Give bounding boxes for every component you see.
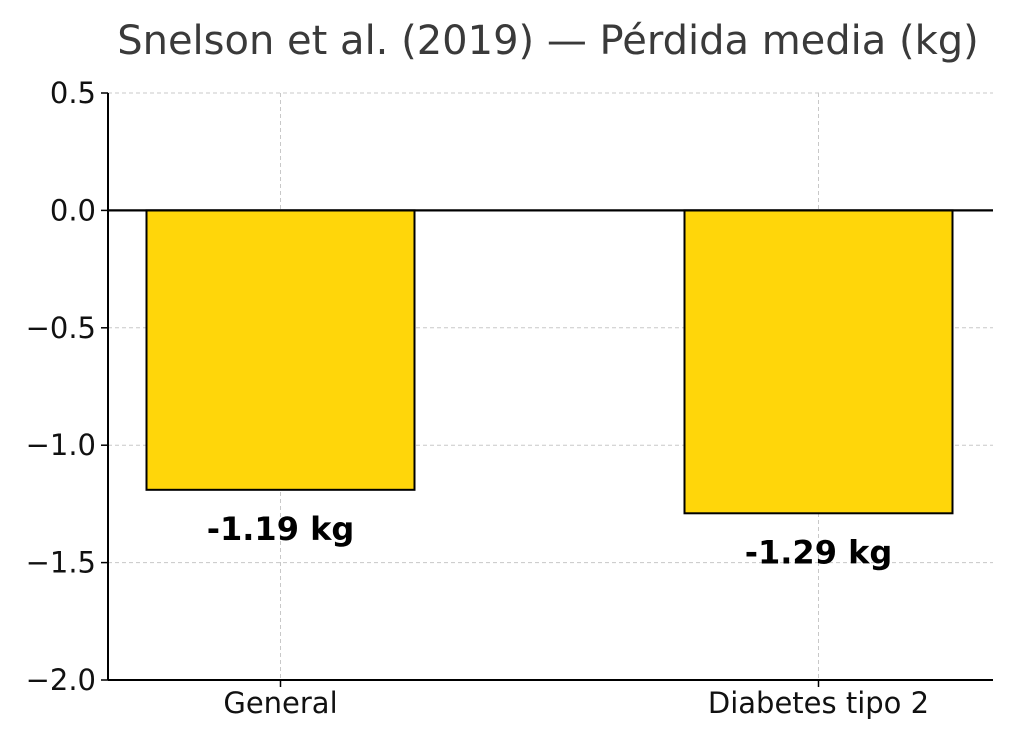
x-axis-ticks: General Diabetes tipo 2 — [223, 680, 929, 720]
y-tick-label: −0.5 — [26, 311, 96, 345]
y-tick-label: 0.0 — [50, 193, 96, 227]
data-label-1: -1.29 kg — [745, 533, 893, 571]
y-tick-label: −2.0 — [26, 663, 96, 697]
bar-1 — [683, 209, 954, 515]
y-axis-ticks: 0.5 0.0 −0.5 −1.0 −1.5 −2.0 — [26, 76, 108, 697]
y-tick-label: −1.0 — [26, 428, 96, 462]
data-label-0: -1.19 kg — [207, 510, 355, 548]
x-tick-label: General — [223, 686, 337, 720]
x-tick-label: Diabetes tipo 2 — [708, 686, 929, 720]
data-labels: -1.19 kg -1.29 kg — [207, 510, 893, 571]
chart-title: Snelson et al. (2019) — Pérdida media (k… — [117, 18, 979, 64]
y-tick-label: 0.5 — [50, 76, 96, 110]
y-tick-label: −1.5 — [26, 546, 96, 580]
bars — [145, 209, 954, 515]
axes — [107, 93, 993, 681]
bar-0 — [145, 209, 416, 491]
